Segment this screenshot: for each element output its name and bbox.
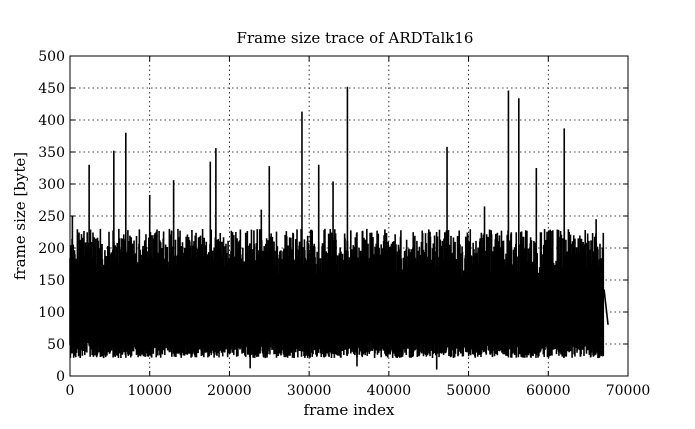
- y-tick-label: 250: [38, 209, 65, 225]
- x-tick-label: 30000: [287, 383, 332, 399]
- x-tick-label: 40000: [367, 383, 412, 399]
- x-tick-labels: 0 10000 20000 30000 40000 50000 60000 70000: [66, 383, 651, 399]
- series-tail: [596, 289, 609, 348]
- x-tick-label: 10000: [127, 383, 172, 399]
- y-axis-label: frame size [byte]: [11, 152, 29, 280]
- y-tick-label: 450: [38, 81, 65, 97]
- y-tick-label: 300: [38, 177, 65, 193]
- y-tick-label: 500: [38, 49, 65, 65]
- y-tick-label: 0: [56, 369, 65, 385]
- y-tick-label: 350: [38, 145, 65, 161]
- y-tick-label: 100: [38, 305, 65, 321]
- y-tick-label: 200: [38, 241, 65, 257]
- y-tick-label: 150: [38, 273, 65, 289]
- y-tick-labels: 0 50 100 150 200 250 300 350 400 450 500: [38, 49, 65, 385]
- x-axis-label: frame index: [304, 401, 395, 419]
- chart-title: Frame size trace of ARDTalk16: [237, 29, 474, 47]
- y-tick-label: 400: [38, 113, 65, 129]
- x-tick-label: 50000: [446, 383, 491, 399]
- x-tick-label: 60000: [526, 383, 571, 399]
- x-tick-label: 70000: [606, 383, 651, 399]
- y-tick-label: 50: [47, 337, 65, 353]
- axis-ticks: [69, 55, 629, 377]
- x-tick-label: 20000: [207, 383, 252, 399]
- x-tick-label: 0: [66, 383, 75, 399]
